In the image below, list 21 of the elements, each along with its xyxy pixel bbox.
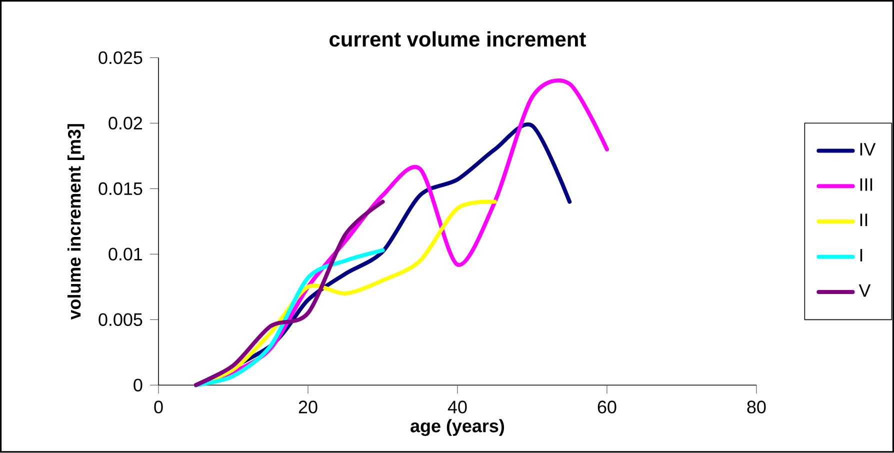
- legend-label: IV: [860, 143, 876, 156]
- legend-label: II: [860, 214, 868, 226]
- line-series: [194, 200, 385, 388]
- y-tick-label: 0.025: [98, 51, 142, 64]
- legend-label: I: [860, 249, 862, 262]
- x-tick-label: 60: [598, 400, 616, 414]
- y-axis-title: volume increment [m3]: [68, 124, 84, 320]
- y-tick-label: 0.01: [108, 248, 142, 261]
- y-tick-label: 0.005: [98, 313, 142, 326]
- y-tick-label: 0.015: [98, 182, 142, 196]
- x-tick-label: 20: [298, 400, 318, 414]
- x-tick-label: 80: [747, 400, 766, 414]
- y-tick-label: 0.02: [108, 116, 142, 130]
- y-tick-label: 0: [134, 378, 142, 392]
- x-tick-label: 0: [154, 400, 163, 414]
- chart-title: current volume increment: [330, 31, 586, 47]
- line-series: [194, 248, 385, 388]
- legend-label: III: [860, 178, 872, 191]
- x-tick-label: 40: [448, 400, 467, 414]
- x-axis-title: age (years): [410, 419, 504, 436]
- legend-label: V: [858, 284, 871, 297]
